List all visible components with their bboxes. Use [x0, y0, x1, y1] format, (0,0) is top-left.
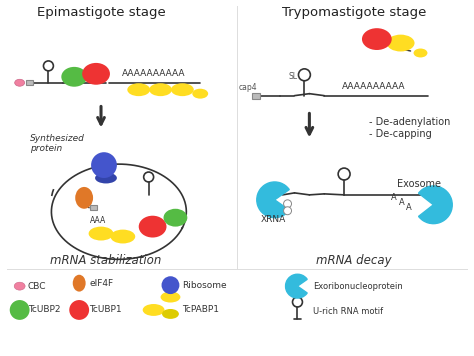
- Text: Synthesized
protein: Synthesized protein: [29, 134, 84, 153]
- Text: TcPABP1: TcPABP1: [182, 305, 219, 314]
- Text: - De-adenylation: - De-adenylation: [369, 117, 450, 127]
- Ellipse shape: [192, 89, 208, 99]
- Ellipse shape: [387, 35, 415, 52]
- Text: Epimastigote stage: Epimastigote stage: [36, 6, 165, 19]
- FancyBboxPatch shape: [90, 205, 97, 210]
- Ellipse shape: [164, 209, 187, 227]
- Ellipse shape: [162, 309, 179, 319]
- Ellipse shape: [110, 230, 135, 244]
- Ellipse shape: [14, 282, 25, 290]
- Text: Exosome: Exosome: [397, 179, 440, 189]
- Text: cap4: cap4: [238, 83, 257, 92]
- Ellipse shape: [82, 63, 110, 85]
- Ellipse shape: [15, 79, 25, 86]
- Ellipse shape: [139, 216, 166, 237]
- Circle shape: [91, 152, 117, 178]
- Text: XRNA: XRNA: [261, 215, 286, 224]
- Ellipse shape: [413, 48, 428, 57]
- Circle shape: [283, 207, 292, 215]
- Ellipse shape: [89, 227, 113, 241]
- Text: TcUBP2: TcUBP2: [27, 305, 60, 314]
- Circle shape: [162, 276, 179, 294]
- Text: CBC: CBC: [27, 282, 46, 290]
- Text: Ribosome: Ribosome: [182, 281, 227, 290]
- Ellipse shape: [95, 173, 117, 183]
- Text: mRNA decay: mRNA decay: [316, 254, 392, 267]
- Text: U-rich RNA motif: U-rich RNA motif: [313, 308, 383, 316]
- Text: TcUBP1: TcUBP1: [89, 305, 122, 314]
- Wedge shape: [285, 274, 307, 298]
- Circle shape: [10, 300, 29, 320]
- Ellipse shape: [61, 67, 87, 87]
- Ellipse shape: [128, 83, 150, 96]
- Text: mRNA stabilization: mRNA stabilization: [50, 254, 162, 267]
- Wedge shape: [419, 186, 452, 224]
- Ellipse shape: [143, 304, 164, 316]
- Circle shape: [69, 300, 89, 320]
- Ellipse shape: [75, 187, 93, 209]
- Ellipse shape: [149, 83, 172, 96]
- FancyBboxPatch shape: [252, 93, 260, 99]
- Ellipse shape: [161, 292, 181, 303]
- Circle shape: [283, 200, 292, 208]
- Ellipse shape: [171, 83, 194, 96]
- FancyBboxPatch shape: [26, 80, 33, 85]
- Text: AAAAAAAAAA: AAAAAAAAAA: [122, 69, 185, 78]
- Ellipse shape: [362, 28, 392, 50]
- Text: A: A: [406, 203, 411, 212]
- Wedge shape: [257, 182, 289, 218]
- Text: eIF4F: eIF4F: [89, 279, 113, 288]
- Text: Exoribonucleoprotein: Exoribonucleoprotein: [313, 282, 403, 290]
- Text: A: A: [399, 198, 404, 207]
- Ellipse shape: [73, 275, 86, 292]
- Text: - De-capping: - De-capping: [369, 129, 432, 139]
- Text: SL: SL: [288, 72, 297, 81]
- Text: AAA: AAA: [90, 216, 106, 225]
- Text: AAAAAAAAAA: AAAAAAAAAA: [342, 82, 406, 91]
- Text: Trypomastigote stage: Trypomastigote stage: [282, 6, 426, 19]
- Text: A: A: [391, 193, 397, 202]
